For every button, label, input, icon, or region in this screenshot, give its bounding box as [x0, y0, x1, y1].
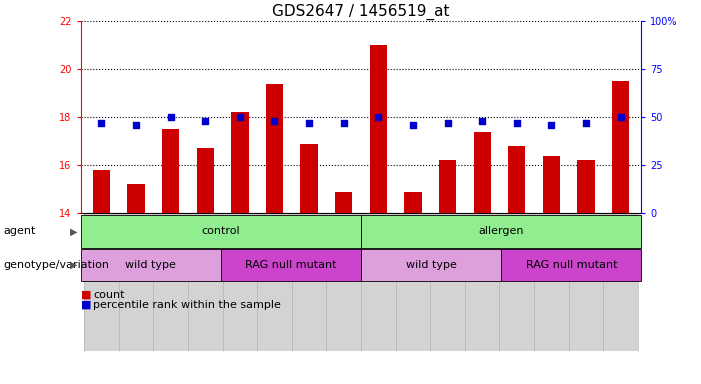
Text: allergen: allergen	[479, 226, 524, 237]
Bar	[369, 45, 387, 213]
Bar	[231, 113, 249, 213]
Text: ▶: ▶	[69, 226, 77, 237]
Point	[546, 122, 557, 128]
Point	[442, 120, 453, 126]
Text: wild type: wild type	[125, 260, 176, 270]
Bar	[84, 213, 638, 351]
Bar	[301, 144, 318, 213]
Point	[130, 122, 142, 128]
Text: ▶: ▶	[69, 260, 77, 270]
Bar	[266, 84, 283, 213]
Text: count: count	[93, 290, 125, 300]
Bar	[162, 129, 179, 213]
Bar	[439, 161, 456, 213]
Bar	[128, 184, 144, 213]
Bar	[196, 148, 214, 213]
Point	[269, 118, 280, 124]
Point	[234, 114, 245, 120]
Point	[200, 118, 211, 124]
Point	[165, 114, 176, 120]
Text: genotype/variation: genotype/variation	[4, 260, 109, 270]
Text: agent: agent	[4, 226, 36, 237]
Bar	[404, 192, 421, 213]
Point	[304, 120, 315, 126]
Point	[511, 120, 522, 126]
Text: RAG null mutant: RAG null mutant	[245, 260, 336, 270]
Point	[615, 114, 626, 120]
Bar	[335, 192, 353, 213]
Text: control: control	[201, 226, 240, 237]
Point	[477, 118, 488, 124]
Text: percentile rank within the sample: percentile rank within the sample	[93, 300, 281, 310]
Bar	[508, 146, 526, 213]
Text: RAG null mutant: RAG null mutant	[526, 260, 617, 270]
Bar	[543, 156, 560, 213]
Title: GDS2647 / 1456519_at: GDS2647 / 1456519_at	[272, 3, 450, 20]
Text: ■: ■	[81, 300, 91, 310]
Point	[338, 120, 349, 126]
Bar	[93, 170, 110, 213]
Bar	[578, 161, 594, 213]
Bar	[473, 132, 491, 213]
Text: wild type: wild type	[406, 260, 456, 270]
Text: ■: ■	[81, 290, 91, 300]
Bar	[612, 81, 629, 213]
Point	[96, 120, 107, 126]
Point	[373, 114, 384, 120]
Point	[580, 120, 592, 126]
Point	[407, 122, 418, 128]
